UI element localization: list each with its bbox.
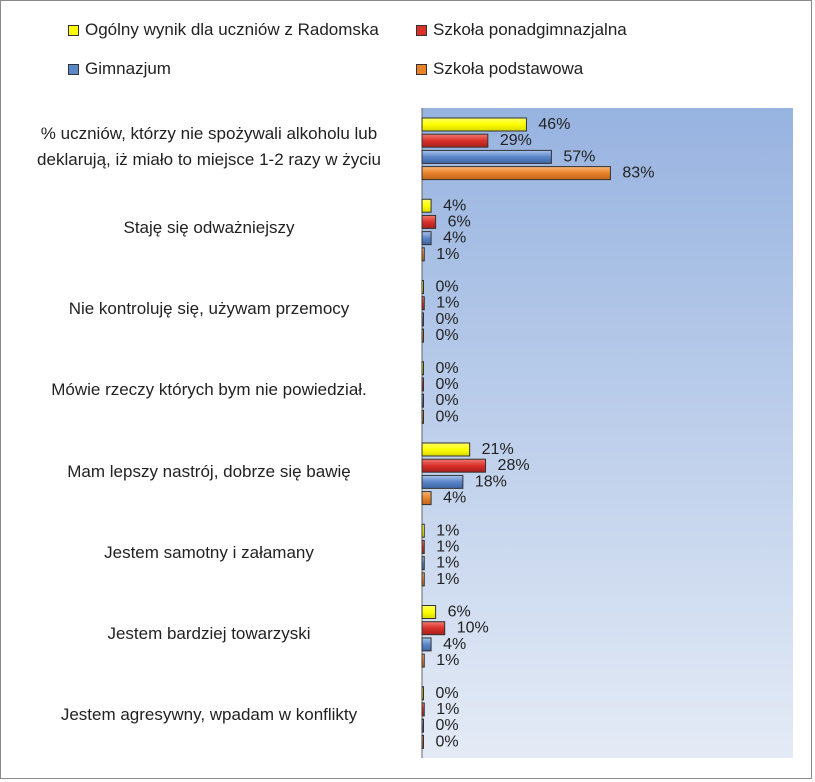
bar — [421, 328, 424, 343]
category-label: Mówie rzeczy których bym nie powiedział. — [51, 380, 367, 400]
data-label: 0% — [436, 408, 459, 425]
category-label: Mam lepszy nastrój, dobrze się bawię — [67, 461, 351, 481]
bar — [421, 442, 471, 457]
data-label: 1% — [436, 571, 459, 588]
legend-label-podstawowa: Szkoła podstawowa — [433, 59, 584, 78]
legend-item-gimnazjum: Gimnazjum — [68, 59, 171, 79]
bar — [421, 280, 424, 294]
bar — [421, 409, 424, 424]
data-label: 10% — [457, 620, 489, 637]
bar — [421, 539, 425, 554]
plot-area — [422, 108, 793, 758]
data-label: 21% — [482, 441, 514, 458]
bar — [421, 523, 425, 538]
data-label: 6% — [448, 604, 471, 621]
data-label: 18% — [475, 473, 507, 490]
bar — [421, 296, 425, 311]
data-label: 1% — [436, 295, 459, 312]
bar — [421, 133, 489, 148]
bar — [421, 214, 437, 229]
data-label: 83% — [622, 165, 654, 182]
bar — [421, 556, 425, 571]
bar — [421, 653, 425, 668]
bar — [421, 718, 424, 733]
category-label: Jestem bardziej towarzyski — [107, 624, 311, 644]
bar — [421, 621, 446, 636]
legend-swatch-podstawowa — [416, 63, 427, 75]
data-label: 0% — [436, 717, 459, 734]
bar — [421, 361, 424, 376]
category-label: Jestem agresywny, wpadam w konflikty — [60, 705, 358, 725]
data-label: 4% — [443, 636, 466, 653]
data-label: 4% — [443, 230, 466, 247]
bar — [421, 637, 432, 652]
bar — [421, 605, 437, 619]
data-label: 1% — [436, 538, 459, 555]
data-label: 0% — [436, 392, 459, 409]
data-label: 0% — [436, 360, 459, 377]
bar — [421, 734, 424, 749]
bar — [421, 247, 425, 262]
bar — [421, 198, 432, 213]
data-label: 0% — [436, 311, 459, 328]
bar — [421, 474, 464, 489]
category-label: % uczniów, którzy nie spożywali alkoholu… — [37, 123, 381, 169]
data-label: 0% — [436, 733, 459, 750]
bar — [421, 312, 424, 327]
data-label: 28% — [498, 457, 530, 474]
data-label: 1% — [436, 652, 459, 669]
data-label: 1% — [436, 246, 459, 263]
data-label: 0% — [436, 376, 459, 393]
legend-item-ponadgimnazjalna: Szkoła ponadgimnazjalna — [416, 20, 627, 40]
legend-label-radomsko: Ogólny wynik dla uczniów z Radomska — [85, 20, 379, 39]
data-label: 1% — [436, 555, 459, 572]
bar — [421, 231, 432, 246]
legend-item-podstawowa: Szkoła podstawowa — [416, 59, 583, 79]
legend-swatch-gimnazjum — [68, 63, 79, 75]
bar — [421, 117, 527, 132]
data-label: 1% — [436, 522, 459, 539]
bar — [421, 702, 425, 717]
legend-swatch-ponadgimnazjalna — [416, 24, 427, 36]
data-label: 4% — [443, 490, 466, 507]
data-label: 0% — [436, 327, 459, 344]
bar — [421, 572, 425, 587]
category-label: Staję się odważniejszy — [123, 217, 295, 237]
category-label: Nie kontroluję się, używam przemocy — [68, 299, 350, 319]
bar — [421, 377, 424, 392]
bar — [421, 393, 424, 408]
bar — [421, 149, 552, 164]
bar — [421, 458, 487, 473]
data-label: 4% — [443, 197, 466, 214]
bar — [421, 491, 432, 506]
legend-label-ponadgimnazjalna: Szkoła ponadgimnazjalna — [433, 20, 627, 39]
data-label: 0% — [436, 279, 459, 296]
data-label: 57% — [563, 148, 595, 165]
data-label: 6% — [448, 213, 471, 230]
data-label: 1% — [436, 701, 459, 718]
bar — [421, 166, 611, 181]
legend-swatch-radomsko — [68, 24, 79, 36]
data-label: 0% — [436, 685, 459, 702]
legend-label-gimnazjum: Gimnazjum — [85, 59, 171, 78]
bar — [421, 686, 424, 701]
legend-item-radomsko: Ogólny wynik dla uczniów z Radomska — [68, 20, 379, 40]
data-label: 46% — [538, 116, 570, 133]
category-label: Jestem samotny i załamany — [104, 542, 314, 562]
data-label: 29% — [500, 132, 532, 149]
